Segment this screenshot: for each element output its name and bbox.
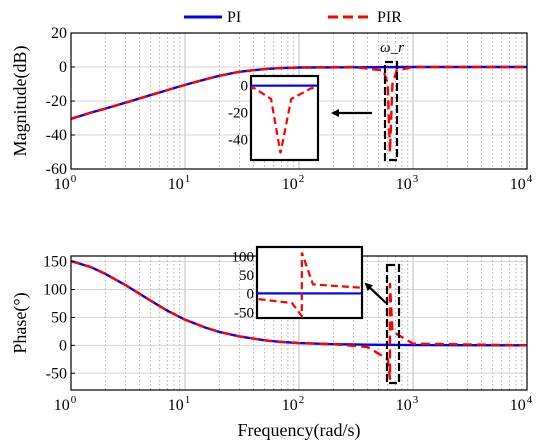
phase-series <box>71 259 527 381</box>
x-tick-label: 102 <box>282 173 305 193</box>
magnitude-annotation-omega-r: ω_r <box>380 40 404 56</box>
y-tick-label: -50 <box>46 365 67 382</box>
x-tick-label: 100 <box>54 173 77 193</box>
phase-resonance-box <box>385 263 401 385</box>
phase-ylabel: Phase(°) <box>10 292 31 353</box>
series-line-pir <box>71 65 527 154</box>
y-tick-label: -40 <box>46 127 67 144</box>
x-tick-label: 102 <box>282 394 305 414</box>
inset-y-tick-label: -20 <box>228 106 248 122</box>
y-tick-label: -20 <box>46 93 67 110</box>
legend-pi-label: PI <box>227 9 241 26</box>
legend-pir-label: PIR <box>377 9 402 26</box>
inset-y-tick-label: 0 <box>241 78 249 94</box>
y-tick-label: 20 <box>51 25 67 42</box>
magnitude-series <box>71 65 527 154</box>
x-tick-label: 101 <box>168 173 191 193</box>
inset-y-tick-label: 0 <box>247 287 255 303</box>
magnitude-ylabel: Magnitude(dB) <box>10 46 31 157</box>
x-tick-label: 103 <box>396 394 419 414</box>
magnitude-plot: 20 0 -20 -40 -60 100 101 102 103 104 Magnitude(d… <box>10 25 533 193</box>
y-tick-label: 0 <box>59 337 67 354</box>
magnitude-y-ticks: 20 0 -20 -40 -60 <box>46 25 75 178</box>
y-tick-label: 0 <box>59 59 67 76</box>
inset-y-tick-label: 100 <box>232 249 255 265</box>
inset-y-tick-label: 50 <box>239 268 254 284</box>
phase-x-ticks: 100 101 102 103 104 <box>54 394 533 414</box>
x-tick-label: 104 <box>510 394 533 414</box>
inset-y-tick-label: -40 <box>228 133 248 149</box>
y-tick-label: 150 <box>43 254 67 271</box>
x-tick-label: 104 <box>510 173 533 193</box>
legend: PI PIR <box>184 9 402 26</box>
x-tick-label: 101 <box>168 394 191 414</box>
magnitude-x-ticks: 100 101 102 103 104 <box>54 173 533 193</box>
inset-y-tick-label: -50 <box>234 305 254 321</box>
series-line-pir <box>71 259 527 381</box>
y-tick-label: -60 <box>46 161 67 178</box>
x-tick-label: 100 <box>54 394 77 414</box>
phase-xlabel: Frequency(rad/s) <box>238 420 361 441</box>
inset-series-line-pir <box>257 252 362 318</box>
y-tick-label: 50 <box>51 309 67 326</box>
x-tick-label: 103 <box>396 173 419 193</box>
phase-y-ticks: 150 100 50 0 -50 <box>43 254 75 382</box>
phase-inset: 100 50 0 -50 <box>232 245 364 321</box>
phase-plot: 150 100 50 0 -50 100 101 102 103 104 Phase(°) Fr… <box>10 245 533 441</box>
magnitude-resonance-box <box>383 60 399 162</box>
magnitude-inset: 0 -20 -40 <box>228 74 320 162</box>
phase-inset-arrow <box>364 282 387 304</box>
y-tick-label: 100 <box>43 282 67 299</box>
